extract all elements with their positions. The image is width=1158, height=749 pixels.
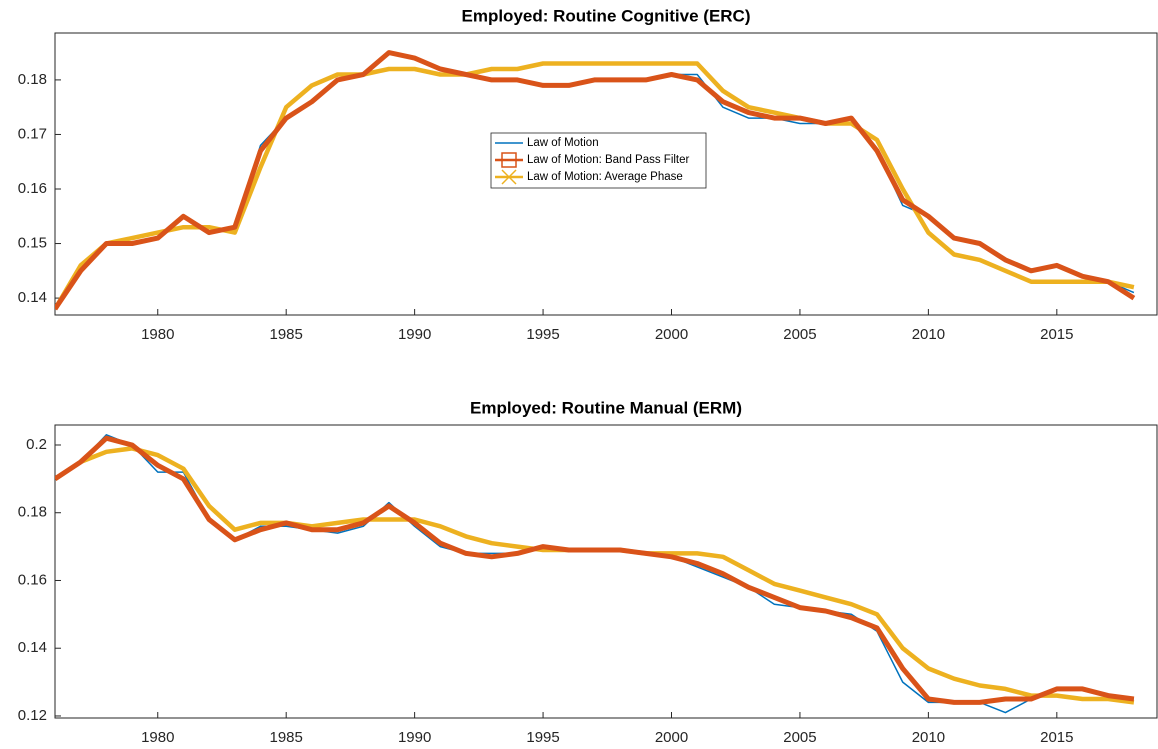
x-tick-label: 1980 [141, 326, 174, 343]
y-tick-label: 0.15 [18, 235, 47, 252]
x-tick-label: 1995 [526, 326, 559, 343]
y-tick-label: 0.2 [26, 436, 47, 453]
series-line [55, 61, 1135, 311]
x-tick-label: 1980 [141, 729, 174, 746]
legend-label: Law of Motion [527, 137, 599, 149]
y-tick-label: 0.17 [18, 125, 47, 142]
series-group [55, 434, 1135, 714]
plot-area [54, 424, 1158, 719]
x-tick-label: 2010 [912, 729, 945, 746]
series-line [55, 435, 1135, 705]
x-tick-label: 1995 [526, 729, 559, 746]
chart-title: Employed: Routine Cognitive (ERC) [462, 6, 751, 25]
x-tick-label: 1985 [270, 326, 303, 343]
y-tick-label: 0.12 [18, 707, 47, 724]
x-tick-label: 2005 [783, 326, 816, 343]
y-tick-label: 0.16 [18, 180, 47, 197]
legend-marker [501, 169, 517, 185]
x-tick-label: 2005 [783, 729, 816, 746]
legend-box [490, 132, 707, 189]
x-tick-label: 2000 [655, 729, 688, 746]
x-tick-label: 1990 [398, 729, 431, 746]
y-tick-label: 0.14 [18, 289, 47, 306]
x-tick-label: 1990 [398, 326, 431, 343]
y-tick-label: 0.14 [18, 639, 47, 656]
legend-label: Law of Motion: Average Phase [527, 171, 683, 183]
y-tick-label: 0.16 [18, 571, 47, 588]
chart-title: Employed: Routine Manual (ERM) [470, 398, 742, 417]
x-tick-label: 2015 [1040, 729, 1073, 746]
y-tick-label: 0.18 [18, 71, 47, 88]
y-tick-label: 0.18 [18, 504, 47, 521]
x-tick-label: 2015 [1040, 326, 1073, 343]
x-tick-label: 2000 [655, 326, 688, 343]
legend-marker [501, 152, 517, 168]
x-tick-label: 1985 [270, 729, 303, 746]
series-line [55, 50, 1136, 311]
x-tick-label: 2010 [912, 326, 945, 343]
legend-label: Law of Motion: Band Pass Filter [527, 154, 690, 166]
series-group [55, 50, 1136, 311]
